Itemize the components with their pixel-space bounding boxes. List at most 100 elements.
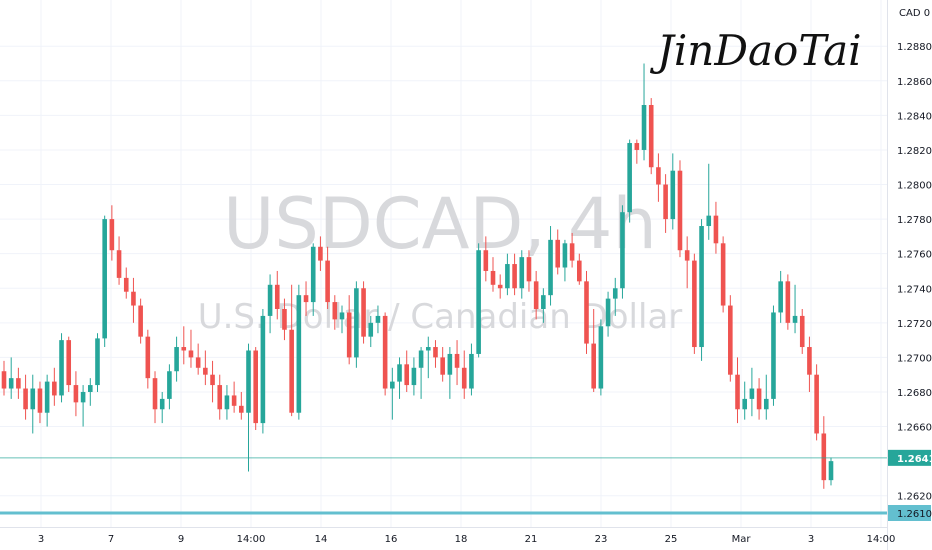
candle-body	[728, 305, 733, 375]
candle-body	[497, 284, 503, 289]
candle-body	[749, 388, 755, 399]
x-tick-label: 7	[108, 534, 114, 545]
price-axis[interactable]: 1.28800 1.28600 1.28400 1.28200 1.28000 1.278…	[887, 0, 932, 550]
candle-body	[102, 219, 107, 339]
candle-body	[584, 281, 589, 344]
candle-body	[526, 257, 532, 282]
candle-body	[433, 347, 438, 358]
x-tick-label: 14	[315, 534, 328, 545]
candle-body	[742, 398, 748, 410]
candle-body	[821, 433, 827, 481]
candle-body	[799, 315, 805, 348]
y-tick-label: 1.28800	[897, 42, 932, 53]
candle-body	[390, 381, 395, 389]
candle-body	[627, 143, 632, 213]
candle-body	[814, 374, 819, 434]
candle-body	[59, 340, 64, 396]
candle-body	[210, 374, 215, 386]
candle-body	[792, 315, 798, 323]
candle-body	[30, 388, 36, 410]
x-tick-label: 25	[665, 534, 678, 545]
candle-body	[44, 381, 50, 413]
y-tick-label: 1.28400	[897, 111, 932, 122]
candle-body	[37, 388, 43, 413]
candle-body	[87, 385, 93, 392]
candle-body	[188, 350, 194, 358]
x-tick-label: 16	[385, 534, 398, 545]
x-tick-label: 23	[595, 534, 608, 545]
candle-body	[310, 246, 316, 303]
candle-body	[138, 305, 143, 337]
candle-body	[95, 338, 100, 386]
candle-body	[267, 284, 273, 316]
level-price-label: 1.26100	[897, 509, 932, 520]
candle-body	[505, 264, 510, 289]
candle-body	[756, 388, 762, 410]
candle-body	[123, 277, 129, 292]
candle-body	[692, 260, 697, 348]
candle-body	[397, 364, 402, 382]
x-tick-label: Mar	[732, 534, 752, 545]
x-tick-label: 3	[38, 534, 44, 545]
candle-body	[159, 398, 165, 410]
candle-body	[318, 246, 323, 261]
candle-body	[656, 167, 661, 185]
candle-body	[699, 226, 704, 348]
candle-body	[713, 215, 719, 244]
candle-body	[231, 395, 237, 406]
candle-body	[375, 315, 381, 323]
candle-body	[476, 250, 481, 354]
candle-body	[684, 250, 690, 261]
currency-label: CAD 0	[899, 8, 930, 19]
candle-body	[296, 295, 302, 413]
candle-body	[368, 322, 374, 337]
candle-body	[131, 291, 136, 306]
candle-body	[648, 105, 654, 168]
watermark-title: USDCAD, 4h	[223, 183, 657, 265]
time-axis[interactable]: 3 7 9 14:00 14 16 18 21 23 25 Mar 3 14:00	[0, 527, 895, 550]
candle-body	[555, 239, 561, 268]
x-tick-label: 14:00	[237, 534, 266, 545]
candle-body	[217, 385, 223, 410]
candle-body	[354, 288, 359, 358]
candle-body	[303, 295, 309, 303]
candle-body	[418, 350, 424, 368]
y-tick-label: 1.27000	[897, 353, 932, 364]
x-tick-label: 3	[808, 534, 814, 545]
candle-body	[807, 347, 812, 375]
candle-body	[411, 367, 417, 386]
candle-body	[706, 215, 712, 227]
candle-body	[152, 378, 158, 410]
candle-body	[239, 405, 244, 413]
y-tick-label: 1.26600	[897, 423, 932, 434]
candle-body	[174, 347, 179, 372]
candle-body	[325, 260, 330, 303]
candle-body	[145, 336, 151, 379]
candle-body	[512, 264, 517, 289]
candle-body	[634, 143, 640, 150]
candle-body	[167, 371, 172, 399]
candle-body	[109, 219, 115, 251]
candle-body	[663, 184, 668, 220]
candle-body	[425, 347, 431, 351]
candle-body	[447, 353, 453, 375]
candle-body	[483, 250, 489, 271]
candle-body	[440, 357, 445, 375]
candle-body	[562, 243, 568, 268]
candle-body	[569, 243, 575, 261]
candle-body	[404, 364, 410, 386]
y-tick-label: 1.28200	[897, 146, 932, 157]
y-tick-label: 1.27200	[897, 319, 932, 330]
candle-body	[605, 298, 611, 327]
signature: JinDaoTai	[649, 26, 862, 75]
candle-body	[620, 212, 625, 289]
candle-body	[289, 329, 294, 413]
candle-body	[541, 295, 546, 309]
candle-body	[346, 312, 352, 358]
candle-body	[490, 270, 496, 285]
candle-body	[361, 288, 366, 337]
candle-body	[641, 105, 647, 150]
x-tick-label: 9	[178, 534, 184, 545]
